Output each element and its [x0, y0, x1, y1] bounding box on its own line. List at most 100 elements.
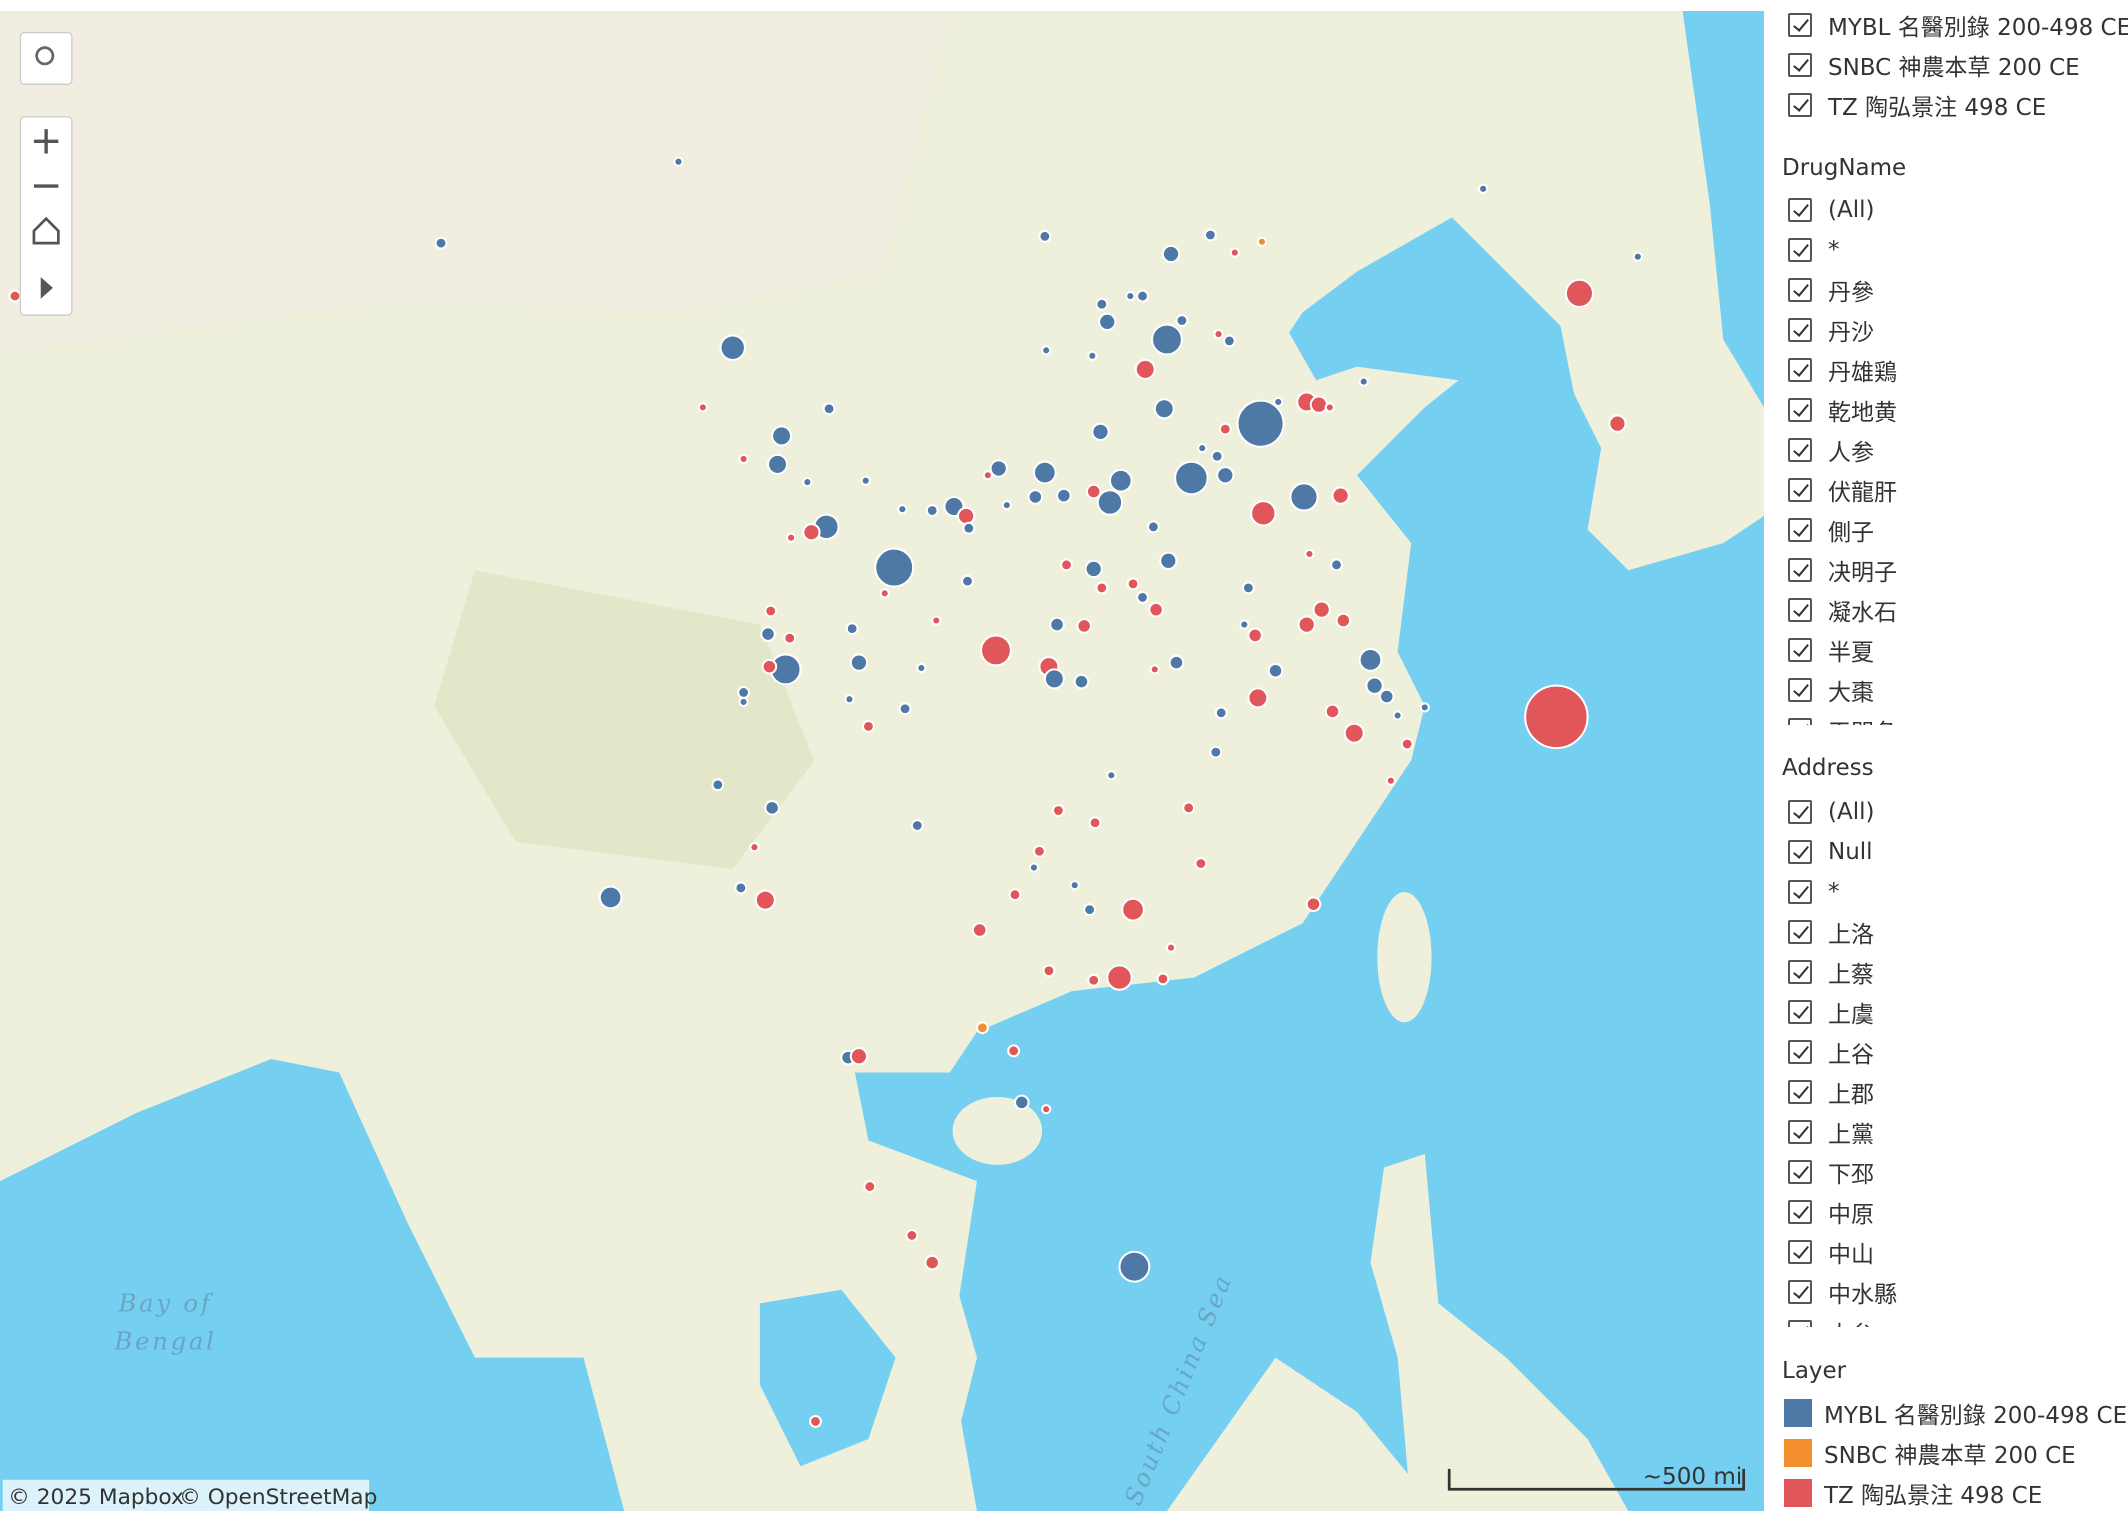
map-point[interactable]: [971, 922, 988, 938]
map-point[interactable]: [1008, 888, 1022, 902]
map-point[interactable]: [849, 653, 869, 672]
map-point[interactable]: [1088, 816, 1102, 830]
filter-item[interactable]: 丹雄鶏: [1788, 350, 1897, 390]
checkbox[interactable]: [1788, 93, 1812, 117]
map-point[interactable]: [898, 702, 912, 716]
checkbox[interactable]: [1788, 198, 1812, 222]
map-point[interactable]: [1297, 615, 1316, 634]
map-point[interactable]: [1222, 334, 1236, 348]
legend-item[interactable]: TZ 陶弘景注 498 CE: [1784, 1473, 2042, 1513]
map-point[interactable]: [1273, 396, 1284, 408]
checkbox[interactable]: [1788, 840, 1812, 864]
map-point[interactable]: [1121, 897, 1145, 922]
map-point[interactable]: [897, 504, 908, 515]
map-point[interactable]: [8, 289, 22, 303]
map-point[interactable]: [1241, 581, 1255, 595]
map-point[interactable]: [1106, 964, 1133, 991]
map-point[interactable]: [1032, 844, 1046, 858]
filter-item[interactable]: 上洛: [1788, 912, 1874, 952]
map-point[interactable]: [1250, 500, 1277, 527]
filter-item[interactable]: *: [1788, 230, 1840, 270]
filter-item[interactable]: 丹沙: [1788, 310, 1874, 350]
map-point[interactable]: [1095, 581, 1109, 595]
map-point[interactable]: [1210, 449, 1224, 463]
checkbox[interactable]: [1788, 1120, 1812, 1144]
checkbox[interactable]: [1788, 800, 1812, 824]
map-point[interactable]: [931, 615, 942, 626]
map-point[interactable]: [1174, 460, 1209, 496]
filter-item[interactable]: 上黨: [1788, 1112, 1874, 1152]
map-point[interactable]: [1060, 558, 1073, 572]
map-point[interactable]: [1041, 1104, 1052, 1115]
checkbox[interactable]: [1788, 1040, 1812, 1064]
play[interactable]: [40, 277, 53, 299]
map-point[interactable]: [1182, 801, 1196, 815]
checkbox[interactable]: [1788, 438, 1812, 462]
map-point[interactable]: [1087, 350, 1098, 361]
filter-item[interactable]: 人参: [1788, 430, 1874, 470]
legend-item[interactable]: MYBL 名醫別錄 200-498 CE: [1784, 1393, 2127, 1433]
map-point[interactable]: [1385, 775, 1396, 786]
map-point[interactable]: [1304, 548, 1315, 560]
map-point[interactable]: [1118, 1250, 1151, 1283]
checkbox[interactable]: [1788, 358, 1812, 382]
map-point[interactable]: [1073, 673, 1090, 690]
map-point[interactable]: [1084, 559, 1103, 579]
map-point[interactable]: [802, 523, 821, 542]
map-point[interactable]: [1203, 228, 1217, 242]
map-point[interactable]: [1236, 399, 1285, 448]
map-point[interactable]: [1392, 710, 1403, 721]
filter-item[interactable]: 决明子: [1788, 550, 1897, 590]
checkbox[interactable]: [1788, 278, 1812, 302]
map-point[interactable]: [1168, 654, 1185, 671]
checkbox[interactable]: [1788, 558, 1812, 582]
map-point[interactable]: [802, 476, 813, 488]
map-point[interactable]: [845, 622, 859, 636]
map-point[interactable]: [1049, 616, 1065, 633]
checkbox[interactable]: [1788, 1280, 1812, 1304]
map-point[interactable]: [1027, 489, 1044, 505]
map-point[interactable]: [761, 658, 778, 675]
map-point[interactable]: [1083, 903, 1097, 917]
filter-item[interactable]: 半夏: [1788, 630, 1874, 670]
filter-item[interactable]: Null: [1788, 832, 1873, 872]
map-point[interactable]: [1214, 706, 1228, 720]
map-point[interactable]: [1056, 487, 1072, 504]
map-point[interactable]: [1365, 676, 1384, 695]
filter-item[interactable]: 凝水石: [1788, 590, 1897, 630]
map-point[interactable]: [1153, 398, 1175, 420]
map-point[interactable]: [697, 402, 708, 413]
map-point[interactable]: [849, 1047, 869, 1066]
map-point[interactable]: [1098, 312, 1117, 332]
checkbox[interactable]: [1788, 1320, 1812, 1327]
map-point[interactable]: [764, 800, 780, 816]
map-point[interactable]: [771, 425, 793, 447]
map-point[interactable]: [1001, 500, 1012, 511]
filter-item[interactable]: (All): [1788, 190, 1874, 230]
map-point[interactable]: [1136, 289, 1149, 303]
map-point[interactable]: [1608, 414, 1627, 433]
map-point[interactable]: [1159, 551, 1178, 570]
map-point[interactable]: [1032, 460, 1057, 485]
map-point[interactable]: [1136, 590, 1149, 604]
map-point[interactable]: [749, 842, 760, 853]
zoom-in[interactable]: [33, 129, 59, 154]
map-point[interactable]: [1419, 702, 1430, 713]
map-point[interactable]: [1042, 964, 1056, 978]
map-point[interactable]: [962, 521, 976, 535]
checkbox[interactable]: [1788, 13, 1812, 37]
map-point[interactable]: [1096, 489, 1124, 516]
map-point[interactable]: [924, 1254, 941, 1271]
map-point[interactable]: [1007, 1044, 1021, 1058]
checkbox[interactable]: [1788, 1200, 1812, 1224]
checkbox[interactable]: [1788, 960, 1812, 984]
map-point[interactable]: [874, 547, 915, 588]
map-point[interactable]: [1358, 647, 1383, 672]
map-point[interactable]: [1309, 395, 1329, 414]
map[interactable]: Bay of Bengal South China Sea © 2025 Map…: [0, 11, 1764, 1511]
map-point[interactable]: [1134, 358, 1156, 380]
map-point[interactable]: [822, 402, 836, 416]
map-point[interactable]: [1216, 466, 1235, 485]
map-point[interactable]: [785, 532, 797, 543]
legend-item[interactable]: SNBC 神農本草 200 CE: [1784, 1433, 2076, 1473]
